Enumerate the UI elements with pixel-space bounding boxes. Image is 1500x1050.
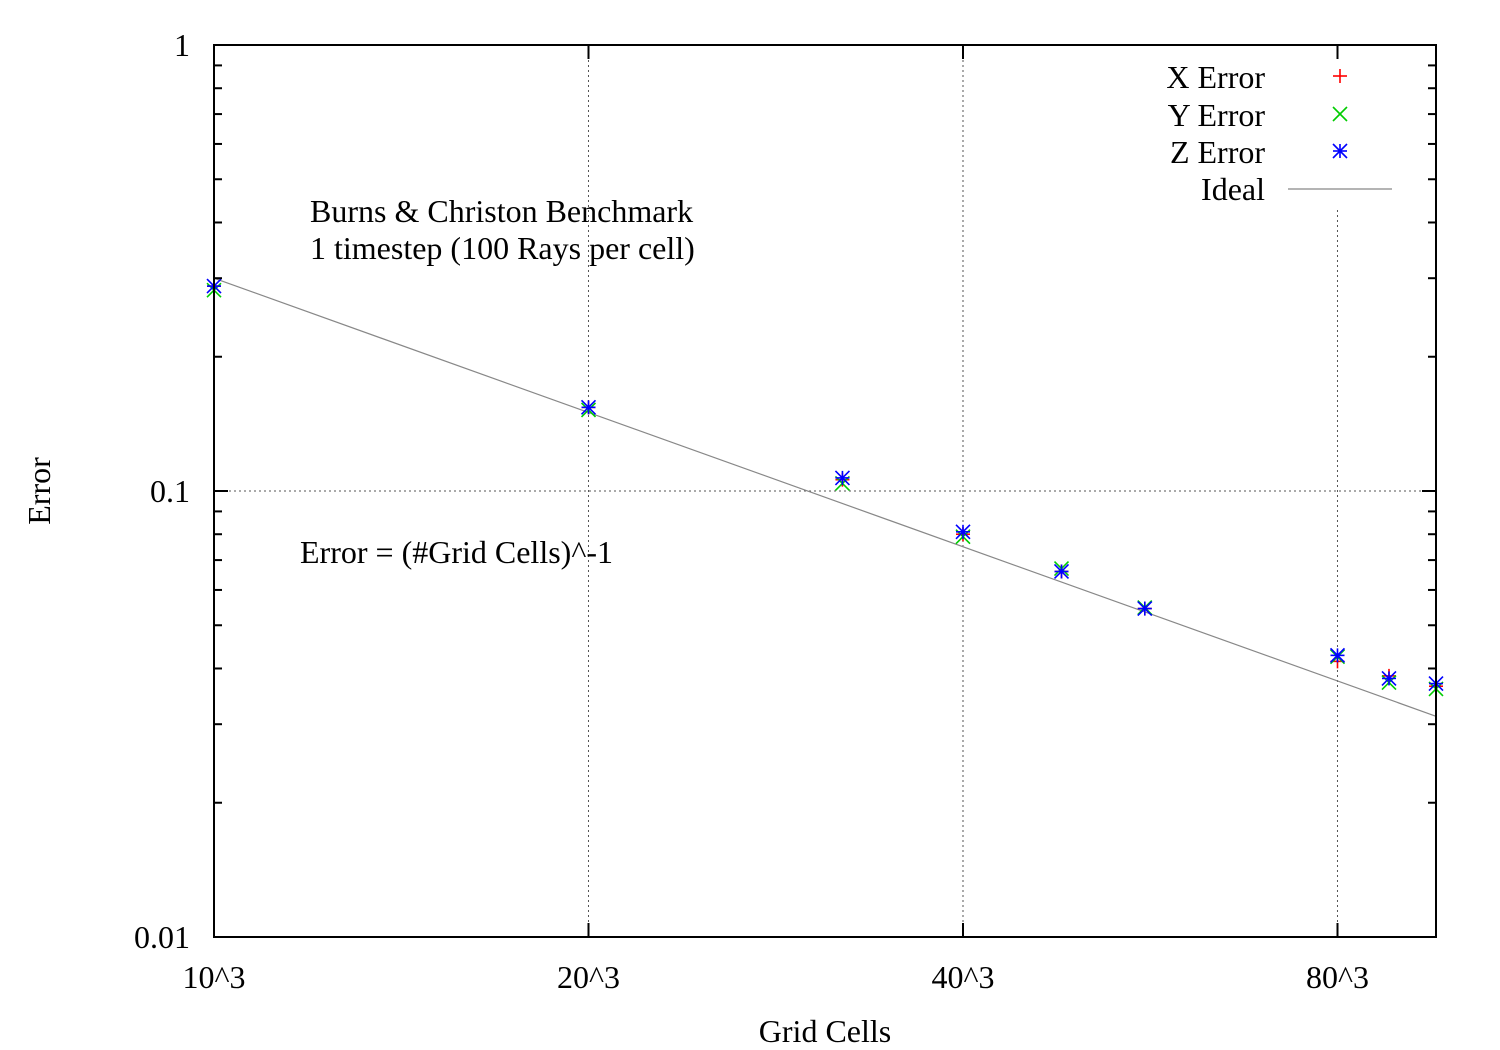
legend-label-ideal: Ideal xyxy=(1201,171,1265,207)
y-tick-label: 0.1 xyxy=(150,473,190,509)
x-tick-label: 10^3 xyxy=(182,959,245,995)
x-tick-label: 80^3 xyxy=(1306,959,1369,995)
legend-marker-y-error xyxy=(1332,106,1348,122)
z-error-point xyxy=(580,399,597,415)
y-axis-label: Error xyxy=(21,457,57,525)
grid-lines xyxy=(214,45,1436,937)
z-error-point xyxy=(1329,647,1346,663)
z-error-point xyxy=(955,524,971,540)
z-error-point xyxy=(834,470,851,486)
legend-label-x-error: X Error xyxy=(1166,59,1265,95)
tick-labels: 10^3 20^3 40^3 80^3 0.01 0.1 1 xyxy=(134,27,1369,995)
ideal-line xyxy=(213,277,1437,717)
axis-ticks xyxy=(213,44,1436,938)
legend-label-z-error: Z Error xyxy=(1170,134,1265,170)
benchmark-annotation-line1: Burns & Christon Benchmark xyxy=(310,193,693,229)
legend-label-y-error: Y Error xyxy=(1168,97,1266,133)
legend: X Error Y Error Z Error Ideal xyxy=(1166,59,1392,207)
z-error-point xyxy=(1053,563,1070,580)
z-error-point xyxy=(1137,601,1153,617)
y-tick-label: 0.01 xyxy=(134,919,190,955)
x-axis-label: Grid Cells xyxy=(759,1013,891,1049)
x-tick-label: 40^3 xyxy=(931,959,994,995)
legend-marker-x-error xyxy=(1333,69,1347,83)
y-tick-label: 1 xyxy=(174,27,190,63)
benchmark-annotation-line2: 1 timestep (100 Rays per cell) xyxy=(310,230,695,266)
legend-markers xyxy=(1288,69,1392,190)
ideal-line-layer xyxy=(213,277,1437,717)
legend-marker-z-error xyxy=(1332,143,1348,159)
x-tick-label: 20^3 xyxy=(557,959,620,995)
formula-annotation: Error = (#Grid Cells)^-1 xyxy=(300,534,613,570)
z-error-point xyxy=(1381,670,1397,686)
